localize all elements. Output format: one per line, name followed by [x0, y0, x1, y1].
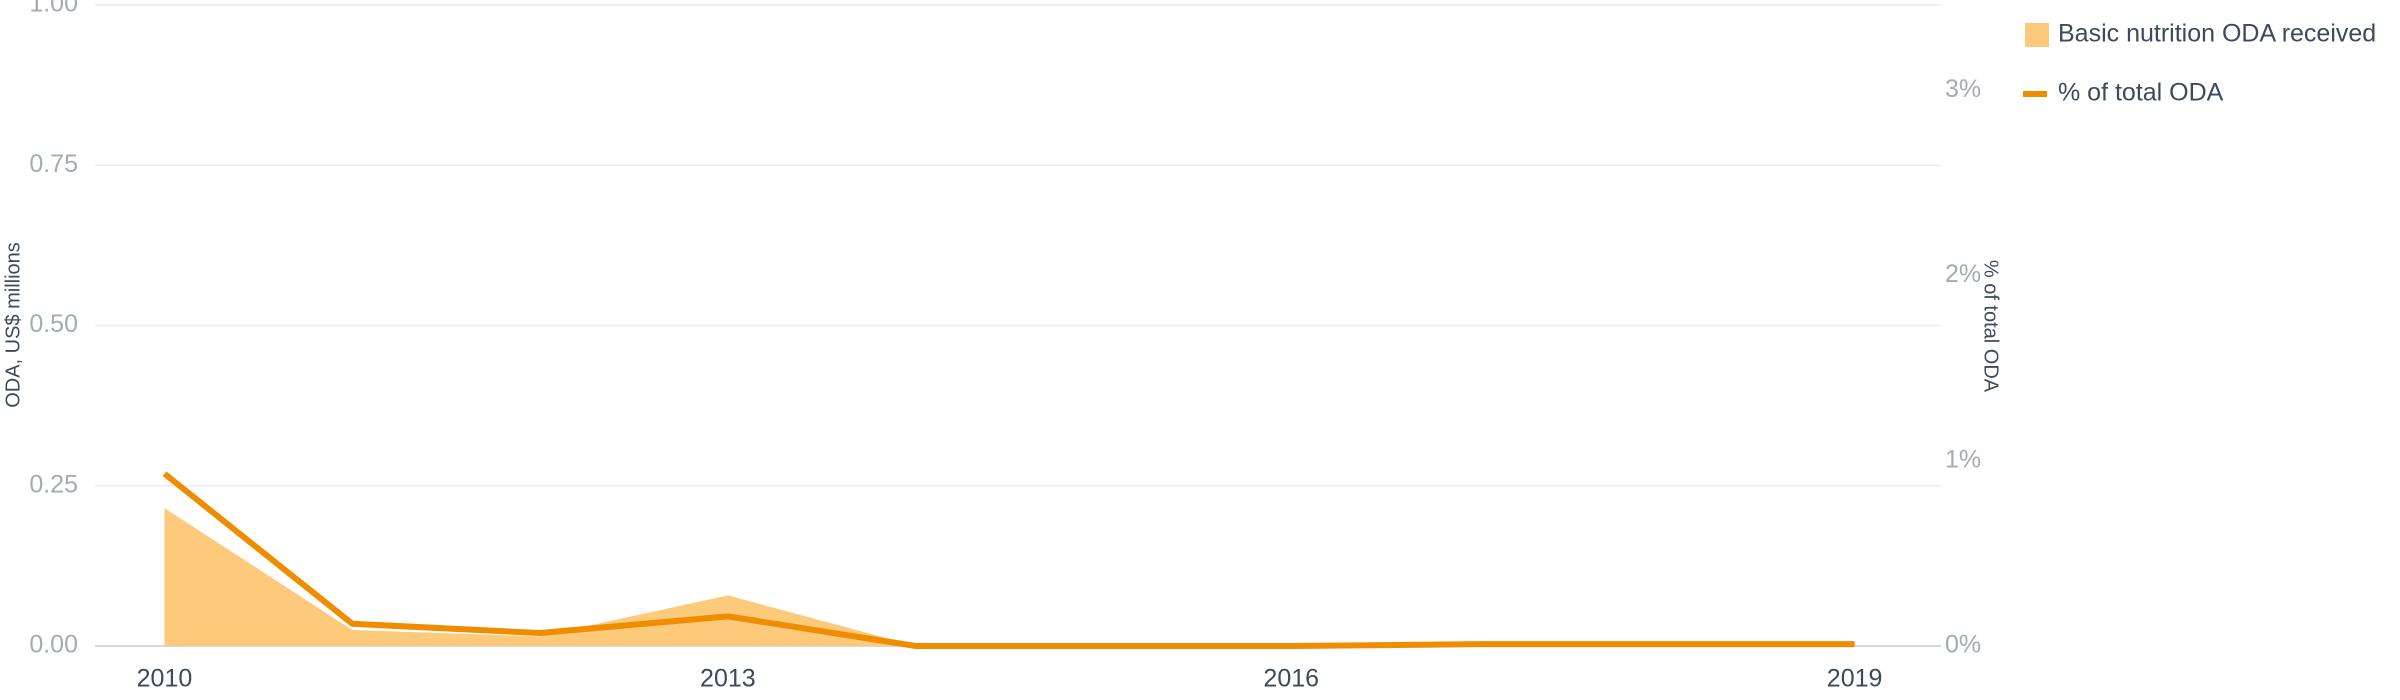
- x-tick-label: 2013: [700, 665, 756, 693]
- y2-tick-label: 3%: [1945, 75, 1981, 103]
- legend-label[interactable]: Basic nutrition ODA received: [2058, 20, 2376, 48]
- x-tick-label: 2010: [137, 665, 193, 693]
- y-tick-label: 0.00: [29, 631, 78, 659]
- legend-label[interactable]: % of total ODA: [2058, 79, 2224, 107]
- y2-tick-label: 1%: [1945, 445, 1981, 473]
- legend-swatch[interactable]: [2025, 23, 2049, 47]
- y-tick-label: 0.75: [29, 150, 78, 178]
- y2-tick-label: 0%: [1945, 631, 1981, 659]
- y-tick-label: 0.25: [29, 470, 78, 498]
- area: [164, 508, 1855, 646]
- line: [162, 471, 1855, 649]
- x-tick-label: 2016: [1263, 665, 1319, 693]
- y2-tick-label: 2%: [1945, 260, 1981, 288]
- y-tick-label: 0.50: [29, 310, 78, 338]
- x-tick-label: 2019: [1827, 665, 1883, 693]
- y-tick-label: 1.00: [29, 0, 78, 18]
- y-axis-title: ODA, US$ millions: [2, 242, 24, 408]
- y2-axis-title: % of total ODA: [1980, 260, 2002, 393]
